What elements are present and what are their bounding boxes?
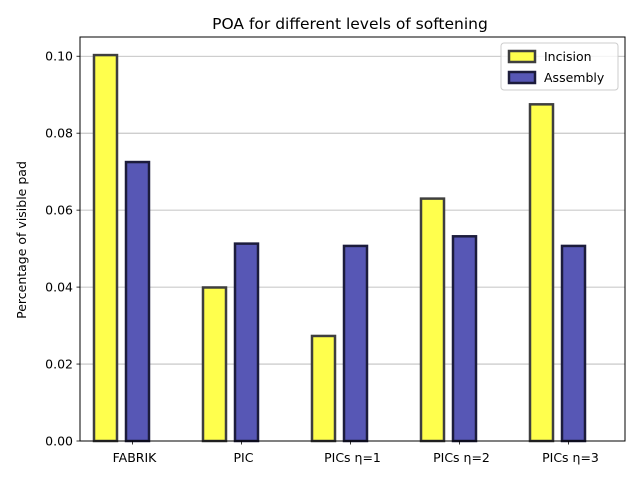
bar-incision [92, 53, 119, 443]
legend-swatch [507, 49, 537, 64]
x-tick-label: PICs η=1 [324, 450, 381, 465]
y-tick-label: 0.08 [45, 126, 73, 141]
y-tick-label: 0.06 [45, 203, 73, 218]
chart-title: POA for different levels of softening [212, 15, 488, 33]
bar-assembly [233, 242, 260, 443]
bar-incision [419, 197, 446, 443]
legend: Incision Assembly [500, 42, 619, 91]
x-tick-label: PIC [234, 450, 254, 465]
y-axis-title: Percentage of visible pad [14, 161, 29, 319]
plot-frame [79, 36, 626, 442]
bar-incision [201, 286, 228, 443]
bar-assembly [451, 235, 478, 443]
y-tick-label: 0.00 [45, 434, 73, 449]
y-tick-label: 0.04 [45, 280, 73, 295]
x-axis: FABRIK PIC PICs η=1 PICs η=2 PICs η=3 [113, 441, 599, 465]
bar-assembly [124, 160, 151, 443]
bar-incision [310, 334, 337, 443]
bar-assembly [560, 244, 587, 443]
bars [92, 53, 587, 443]
legend-label: Assembly [544, 70, 605, 85]
y-tick-label: 0.10 [45, 49, 73, 64]
y-axis: 0.00 0.02 0.04 0.06 0.08 0.10 [45, 49, 80, 449]
x-tick-label: FABRIK [113, 450, 158, 465]
x-tick-label: PICs η=3 [542, 450, 599, 465]
y-tick-label: 0.02 [45, 357, 73, 372]
legend-label: Incision [544, 49, 592, 64]
bar-assembly [342, 244, 369, 443]
x-tick-label: PICs η=2 [433, 450, 490, 465]
legend-swatch [507, 70, 537, 85]
bar-incision [528, 103, 555, 443]
